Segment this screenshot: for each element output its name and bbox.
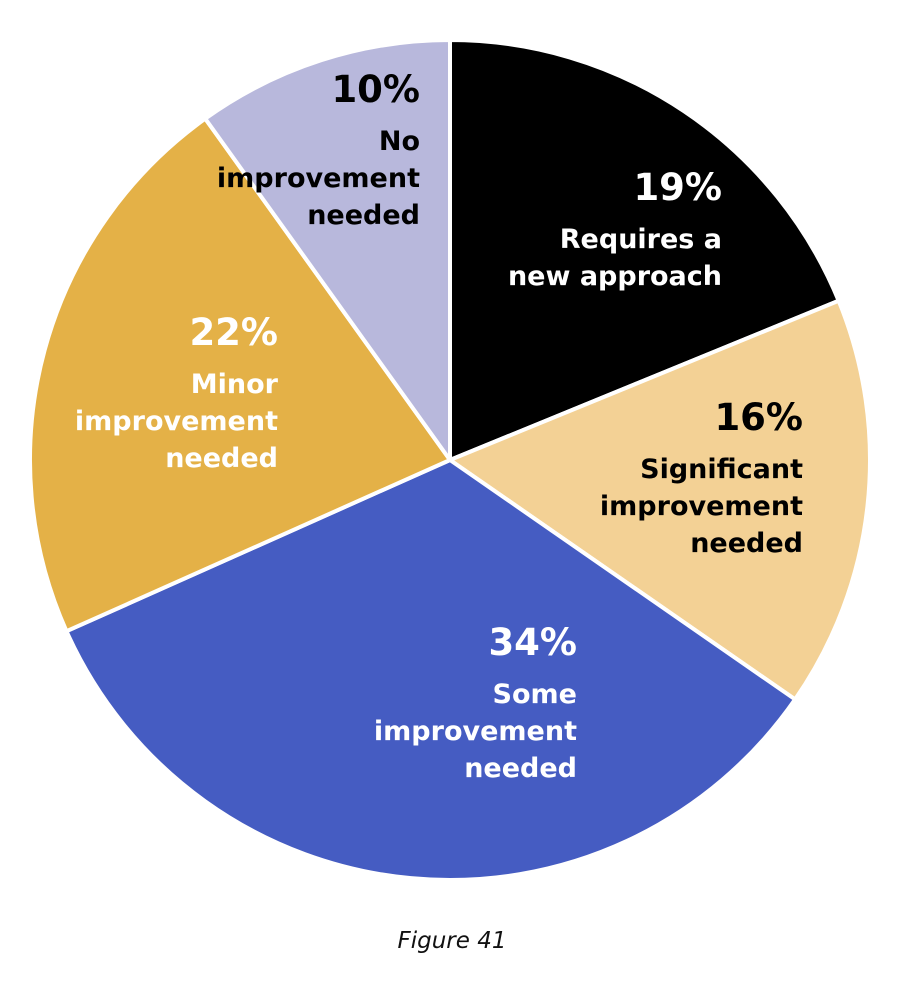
pie-labels: 19% Requires a new approach 16% Significant i… <box>75 68 803 784</box>
slice-label: 22% Minor improvement needed <box>75 311 279 474</box>
slice-category-label: needed <box>690 528 803 559</box>
pie-slice <box>448 298 872 702</box>
slice-category-label: Significant <box>640 454 803 485</box>
slice-percent-label: 19% <box>633 166 722 209</box>
slice-percent-label: 34% <box>488 621 577 664</box>
slice-category-label: Some <box>493 679 577 710</box>
slice-label: 19% Requires a new approach <box>508 166 722 292</box>
pie-slices <box>28 38 872 882</box>
slice-category-label: improvement <box>600 491 803 522</box>
slice-category-label: new approach <box>508 261 722 292</box>
slice-category-label: Minor <box>191 369 279 400</box>
slice-category-label: improvement <box>374 716 577 747</box>
pie-slice <box>64 458 798 882</box>
slice-category-label: Requires a <box>560 224 722 255</box>
slice-percent-label: 10% <box>331 68 420 111</box>
pie-slice <box>28 116 452 634</box>
slice-label: 10% No improvement needed <box>217 68 420 231</box>
pie-slice <box>203 38 452 462</box>
slice-label: 16% Significant improvement needed <box>600 396 803 559</box>
slice-category-label: improvement <box>75 406 278 437</box>
figure-caption: Figure 41 <box>397 928 507 954</box>
slice-category-label: improvement <box>217 163 420 194</box>
slice-percent-label: 22% <box>189 311 278 354</box>
slice-percent-label: 16% <box>714 396 803 439</box>
slice-category-label: needed <box>165 443 278 474</box>
slice-label: 34% Some improvement needed <box>374 621 577 784</box>
slice-category-label: needed <box>464 753 577 784</box>
slice-category-label: No <box>379 126 420 157</box>
slice-category-label: needed <box>307 200 420 231</box>
pie-slice <box>448 38 841 462</box>
